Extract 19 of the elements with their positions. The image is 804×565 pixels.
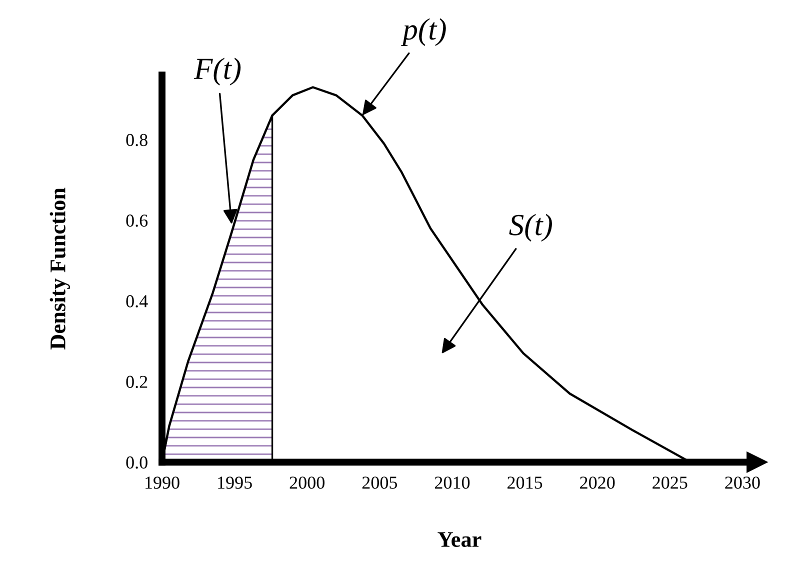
x-tick-label: 1990 <box>146 476 180 489</box>
y-tick-label: 0.4 <box>126 295 148 308</box>
x-tick-label: 2010 <box>434 476 470 489</box>
y-tick-label: 0.2 <box>126 376 148 388</box>
x-tick-label: 2020 <box>580 476 615 489</box>
x-axis-title: Year <box>438 532 482 547</box>
x-tick-label: 2030 <box>725 476 760 489</box>
annotation: F(t) <box>194 58 241 86</box>
y-tick-label: 0.6 <box>126 214 148 227</box>
y-axis-title: Density Function <box>50 188 70 350</box>
x-tick-label: 1995 <box>218 476 252 489</box>
x-tick-label: 2015 <box>508 476 542 489</box>
annotation: p(t) <box>400 18 446 46</box>
x-tick-label: 2000 <box>290 476 324 489</box>
x-tick-label: 2005 <box>362 476 398 489</box>
y-tick-label: 0.0 <box>126 456 148 469</box>
x-tick-label: 2025 <box>652 476 688 489</box>
annotation: S(t) <box>509 214 552 242</box>
y-tick-label: 0.8 <box>126 134 148 146</box>
